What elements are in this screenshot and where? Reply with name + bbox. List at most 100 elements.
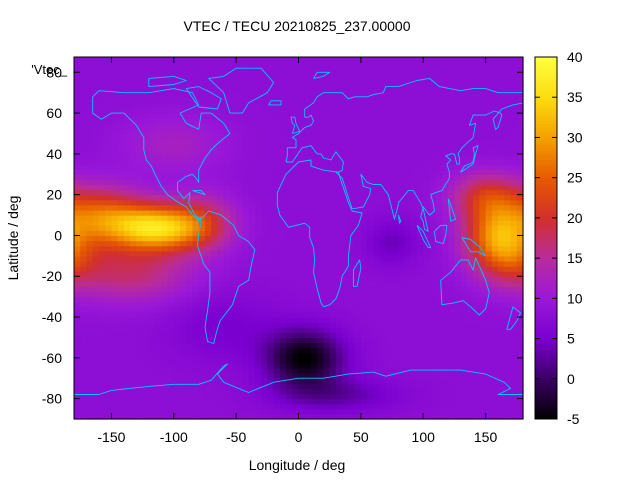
- heatmap-cell: [460, 311, 468, 318]
- heatmap-cell: [105, 332, 113, 339]
- heatmap-cell: [105, 337, 113, 344]
- heatmap-cell: [123, 62, 131, 68]
- heatmap-cell: [167, 373, 175, 379]
- heatmap-cell: [504, 311, 512, 318]
- heatmap-cell: [236, 271, 243, 277]
- heatmap-cell: [167, 215, 175, 221]
- heatmap-cell: [86, 383, 94, 390]
- heatmap-cell: [298, 148, 306, 155]
- heatmap-cell: [229, 199, 237, 206]
- heatmap-cell: [298, 67, 306, 73]
- heatmap-cell: [379, 133, 387, 140]
- heatmap-cell: [217, 291, 225, 298]
- heatmap-cell: [261, 357, 268, 364]
- heatmap-cell: [473, 204, 480, 211]
- heatmap-cell: [173, 107, 181, 114]
- heatmap-cell: [373, 82, 381, 89]
- heatmap-cell: [236, 174, 243, 180]
- heatmap-cell: [448, 158, 456, 165]
- heatmap-cell: [273, 72, 281, 78]
- heatmap-cell: [261, 133, 268, 140]
- heatmap-cell: [248, 153, 256, 160]
- heatmap-cell: [454, 138, 462, 145]
- heatmap-cell: [392, 317, 399, 323]
- heatmap-cell: [229, 332, 237, 339]
- heatmap-cell: [92, 158, 100, 165]
- heatmap-cell: [161, 67, 169, 73]
- heatmap-cell: [385, 215, 393, 221]
- heatmap-cell: [198, 204, 206, 211]
- heatmap-cell: [504, 225, 512, 231]
- heatmap-cell: [298, 220, 306, 226]
- heatmap-cell: [385, 266, 393, 272]
- heatmap-cell: [298, 383, 306, 390]
- heatmap-cell: [130, 271, 137, 277]
- heatmap-cell: [186, 158, 194, 165]
- heatmap-cell: [423, 148, 431, 155]
- heatmap-cell: [117, 357, 125, 364]
- heatmap-cell: [416, 301, 424, 308]
- heatmap-cell: [86, 255, 94, 262]
- heatmap-cell: [516, 240, 524, 247]
- heatmap-cell: [423, 403, 431, 410]
- heatmap-cell: [248, 118, 256, 124]
- heatmap-cell: [398, 199, 406, 206]
- heatmap-cell: [392, 368, 399, 374]
- heatmap-cell: [111, 245, 119, 252]
- heatmap-cell: [485, 413, 493, 420]
- heatmap-cell: [448, 322, 456, 328]
- heatmap-cell: [217, 322, 225, 328]
- heatmap-cell: [304, 245, 312, 252]
- heatmap-cell: [404, 158, 412, 165]
- heatmap-cell: [198, 317, 206, 323]
- heatmap-cell: [229, 388, 237, 395]
- heatmap-cell: [242, 413, 250, 420]
- heatmap-cell: [254, 118, 262, 124]
- heatmap-cell: [504, 133, 512, 140]
- heatmap-cell: [423, 286, 431, 293]
- heatmap-cell: [429, 113, 437, 119]
- heatmap-cell: [435, 97, 443, 104]
- heatmap-cell: [323, 118, 331, 124]
- heatmap-cell: [460, 225, 468, 231]
- heatmap-cell: [98, 199, 106, 206]
- heatmap-cell: [329, 327, 337, 333]
- heatmap-cell: [167, 123, 175, 129]
- heatmap-cell: [242, 255, 250, 262]
- heatmap-cell: [423, 260, 431, 267]
- heatmap-cell: [516, 327, 524, 333]
- heatmap-cell: [142, 327, 150, 333]
- heatmap-cell: [292, 179, 300, 186]
- heatmap-cell: [86, 153, 94, 160]
- heatmap-cell: [516, 357, 524, 364]
- heatmap-cell: [423, 383, 431, 390]
- heatmap-cell: [279, 337, 287, 344]
- heatmap-cell: [111, 255, 119, 262]
- heatmap-cell: [466, 332, 474, 339]
- heatmap-cell: [173, 281, 181, 288]
- heatmap-cell: [491, 286, 499, 293]
- heatmap-cell: [404, 255, 412, 262]
- heatmap-cell: [236, 62, 243, 68]
- heatmap-cell: [317, 133, 325, 140]
- heatmap-cell: [504, 194, 512, 201]
- heatmap-cell: [360, 107, 368, 114]
- heatmap-cell: [173, 67, 181, 73]
- heatmap-cell: [248, 301, 256, 308]
- heatmap-cell: [98, 102, 106, 109]
- heatmap-cell: [192, 317, 200, 323]
- heatmap-cell: [360, 306, 368, 313]
- heatmap-cell: [466, 102, 474, 109]
- heatmap-cell: [310, 342, 318, 349]
- heatmap-cell: [491, 327, 499, 333]
- heatmap-cell: [335, 301, 343, 308]
- heatmap-cell: [98, 281, 106, 288]
- heatmap-cell: [360, 245, 368, 252]
- heatmap-cell: [223, 102, 231, 109]
- heatmap-cell: [398, 209, 406, 216]
- heatmap-cell: [304, 291, 312, 298]
- heatmap-cell: [186, 317, 194, 323]
- heatmap-cell: [80, 393, 88, 400]
- heatmap-cell: [111, 87, 119, 94]
- heatmap-cell: [173, 153, 181, 160]
